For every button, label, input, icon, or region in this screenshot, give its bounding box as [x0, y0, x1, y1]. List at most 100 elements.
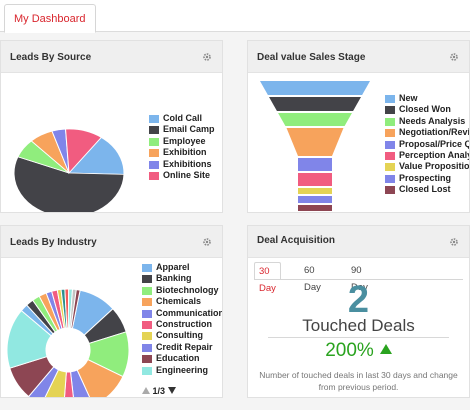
legend-swatch — [385, 163, 395, 172]
legend-item[interactable]: Banking — [142, 273, 222, 284]
legend-swatch — [142, 286, 152, 295]
legend-label: Credit Repair — [156, 341, 213, 352]
legend-swatch — [149, 126, 159, 135]
legend-swatch — [385, 186, 395, 195]
legend-swatch — [149, 137, 159, 146]
gear-icon[interactable] — [449, 237, 459, 247]
leads-by-industry-donut — [6, 288, 130, 398]
legend-swatch — [142, 275, 152, 284]
legend-swatch — [385, 106, 395, 115]
panel-header: Deal value Sales Stage — [248, 41, 469, 73]
legend: Cold Call Email Camp Employee Exhibition Exh… — [149, 113, 222, 181]
dashboard-tab-bar: My Dashboard — [0, 0, 470, 33]
legend-item[interactable]: Credit Repair — [142, 341, 222, 353]
funnel-segment[interactable] — [260, 81, 370, 95]
triangle-up-icon[interactable] — [142, 387, 150, 394]
legend-item[interactable]: Closed Won — [385, 104, 469, 115]
legend-label: Needs Analysis — [399, 115, 466, 126]
legend-label: Exhibition — [163, 147, 207, 158]
triangle-up-icon — [379, 344, 392, 354]
donut-slice[interactable] — [70, 289, 81, 330]
leads-by-source-panel: Leads By Source Cold Call Email Camp Emplo… — [0, 40, 223, 213]
legend-swatch — [385, 151, 395, 160]
legend-swatch — [142, 320, 152, 329]
legend-item[interactable]: Biotechnology — [142, 285, 222, 296]
panel-title: Deal Acquisition — [257, 235, 335, 246]
funnel-segment[interactable] — [278, 113, 352, 126]
sales-stage-funnel — [260, 81, 370, 211]
leads-by-industry-panel: Leads By Industry Apparel Banking Biotechn… — [0, 225, 223, 398]
legend-item[interactable]: Exhibitions — [149, 159, 222, 170]
legend-item[interactable]: Negotiation/Review — [385, 127, 469, 138]
change-value: 200% — [325, 340, 374, 361]
legend-swatch — [149, 149, 159, 158]
legend-item[interactable]: Exhibition — [149, 147, 222, 158]
donut-slice[interactable] — [76, 358, 124, 398]
legend-label: Education — [156, 353, 200, 364]
funnel-segment[interactable] — [286, 128, 344, 156]
legend-label: Cold Call — [163, 113, 203, 123]
legend-item[interactable]: Communications — [142, 307, 223, 319]
legend-swatch — [149, 171, 159, 180]
pie-slice[interactable] — [13, 156, 125, 213]
legend-label: Consulting — [156, 330, 203, 341]
legend-item[interactable]: Education — [142, 353, 222, 364]
tab-60-day[interactable]: 60 Day — [304, 265, 321, 293]
legend-pager: 1/3 — [142, 386, 176, 396]
legend-label: Construction — [156, 318, 212, 329]
legend-item[interactable]: Perception Analysis — [385, 150, 469, 161]
legend-item[interactable]: Consulting — [142, 330, 222, 341]
funnel-segment[interactable] — [298, 173, 332, 186]
panel-header: Leads By Industry — [1, 226, 222, 258]
legend-item[interactable]: Construction — [142, 318, 222, 330]
legend: New Closed Won Needs Analysis Negotiation/R… — [385, 93, 470, 196]
legend-label: Prospecting — [399, 172, 452, 183]
funnel-segment[interactable] — [298, 196, 332, 203]
panel-header: Deal Acquisition — [248, 226, 469, 258]
tab-90-day[interactable]: 90 Day — [351, 265, 368, 293]
legend-item[interactable]: Value Proposition — [385, 161, 470, 172]
funnel-segment[interactable] — [269, 97, 361, 111]
pager-label: 1/3 — [152, 386, 166, 396]
tab-30-day[interactable]: 30 Day — [254, 262, 281, 294]
legend-swatch — [142, 309, 152, 318]
legend-item[interactable]: Closed Lost — [385, 184, 469, 195]
legend-label: New — [399, 93, 418, 103]
legend-item[interactable]: Chemicals — [142, 296, 222, 307]
deal-value-panel: Deal value Sales Stage New Closed Won Need… — [247, 40, 470, 213]
deal-acquisition-note: Number of touched deals in last 30 days … — [259, 370, 458, 392]
legend-item[interactable]: Proposal/Price Quote — [385, 139, 469, 150]
legend-label: Closed Lost — [399, 184, 451, 195]
deal-acquisition-panel: Deal Acquisition 30 Day 60 Day 90 Day 2 … — [247, 225, 470, 398]
legend-item[interactable]: Employee — [149, 136, 222, 147]
tab-my-dashboard[interactable]: My Dashboard — [4, 4, 96, 33]
funnel-segment[interactable] — [298, 205, 332, 211]
legend-item[interactable]: Engineering — [142, 365, 222, 376]
legend-item[interactable]: Prospecting — [385, 172, 469, 184]
legend-swatch — [385, 117, 395, 126]
legend-item[interactable]: Cold Call — [149, 113, 222, 124]
legend-label: Value Proposition — [399, 161, 470, 172]
legend-item[interactable]: Email Camp — [149, 124, 222, 135]
gear-icon[interactable] — [202, 237, 212, 247]
pie-slice[interactable] — [65, 128, 103, 175]
funnel-segment[interactable] — [298, 188, 332, 194]
funnel-segment[interactable] — [298, 158, 332, 171]
legend-item[interactable]: Needs Analysis — [385, 115, 469, 127]
gear-icon[interactable] — [202, 52, 212, 62]
tab-underline — [254, 279, 463, 280]
legend-label: Communications — [156, 307, 223, 318]
panel-title: Leads By Source — [10, 52, 92, 63]
legend-item[interactable]: Online Site — [149, 170, 222, 181]
legend-item[interactable]: Apparel — [142, 262, 222, 273]
legend-swatch — [149, 115, 159, 123]
legend-item[interactable]: New — [385, 93, 469, 104]
leads-by-source-pie — [13, 128, 125, 213]
divider — [268, 337, 449, 338]
legend-swatch — [142, 264, 152, 272]
gear-icon[interactable] — [449, 52, 459, 62]
triangle-down-icon[interactable] — [167, 387, 176, 394]
legend-swatch — [142, 355, 152, 364]
legend-label: Apparel — [156, 262, 190, 272]
panel-header: Leads By Source — [1, 41, 222, 73]
